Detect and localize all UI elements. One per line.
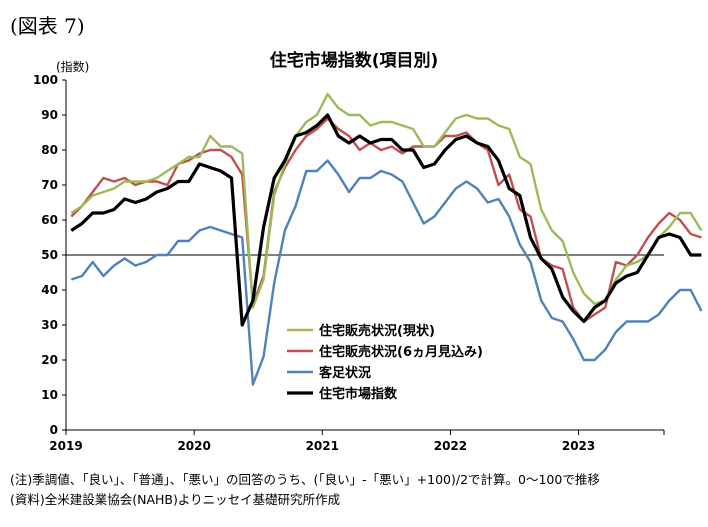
y-tick-label: 90 <box>41 108 58 122</box>
figure-label: (図表 7) <box>10 14 85 38</box>
x-tick-label: 2019 <box>49 439 82 453</box>
y-tick-label: 40 <box>41 283 58 297</box>
series-line-current_sales <box>70 92 703 309</box>
y-tick-label: 80 <box>41 143 58 157</box>
series-line-index <box>70 113 702 327</box>
series-line-traffic <box>70 159 703 386</box>
y-tick-label: 70 <box>41 178 58 192</box>
y-tick-label: 50 <box>41 248 58 262</box>
x-tick-label: 2023 <box>562 439 595 453</box>
y-tick-label: 10 <box>41 388 58 402</box>
legend-label-index: 住宅市場指数 <box>319 386 398 402</box>
x-tick-label: 2021 <box>306 439 339 453</box>
legend-label-future_sales: 住宅販売状況(6ヵ月見込み) <box>319 344 483 360</box>
y-tick-label: 20 <box>41 353 58 367</box>
y-tick-label: 0 <box>50 423 58 437</box>
y-tick-label: 60 <box>41 213 58 227</box>
legend-label-current_sales: 住宅販売状況(現状) <box>319 323 435 339</box>
y-tick-label: 30 <box>41 318 58 332</box>
legend-label-traffic: 客足状況 <box>319 365 371 381</box>
x-tick-label: 2020 <box>177 439 210 453</box>
series-line-future_sales <box>70 117 702 323</box>
footnote-note: (注)季調値、「良い」、「普通」、「悪い」の回答のうち、(「良い」-「悪い」+1… <box>10 472 600 487</box>
x-tick-label: 2022 <box>434 439 467 453</box>
footnote-source: (資料)全米建設業協会(NAHB)よりニッセイ基礎研究所作成 <box>10 492 341 507</box>
chart-title: 住宅市場指数(項目別) <box>269 51 439 71</box>
y-tick-label: 100 <box>33 73 58 87</box>
y-axis-label: (指数) <box>56 60 90 74</box>
